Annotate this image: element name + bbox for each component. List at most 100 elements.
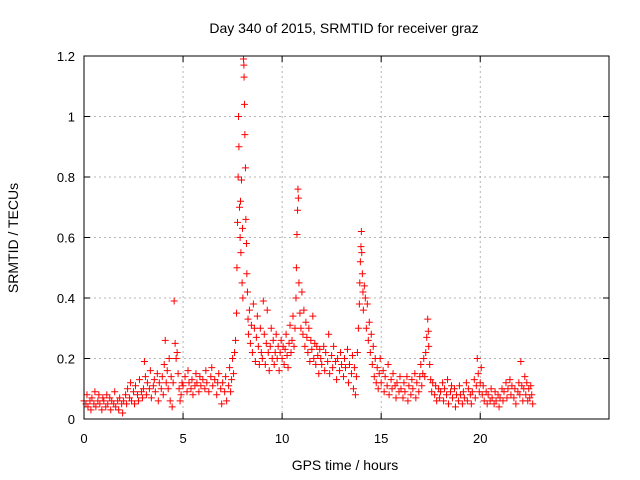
data-point	[280, 361, 288, 369]
data-point	[468, 388, 476, 396]
data-point	[426, 361, 434, 369]
data-point	[358, 270, 366, 278]
data-point	[211, 376, 219, 384]
data-point	[472, 382, 480, 390]
data-point	[396, 373, 404, 381]
data-point	[135, 376, 143, 384]
y-tick-label: 0.6	[57, 231, 75, 246]
data-point	[477, 364, 485, 372]
y-axis-title: SRMTID / TECUs	[5, 183, 21, 293]
data-point	[173, 348, 181, 356]
data-point	[112, 403, 120, 411]
data-point	[447, 388, 455, 396]
data-point	[294, 185, 302, 193]
data-point	[385, 391, 393, 399]
data-point	[119, 409, 127, 417]
data-point	[260, 330, 268, 338]
data-point	[169, 379, 177, 387]
data-point	[431, 391, 439, 399]
data-point	[393, 379, 401, 387]
data-point	[301, 342, 309, 350]
data-point	[441, 385, 449, 393]
data-point	[424, 315, 432, 323]
data-point	[304, 348, 312, 356]
data-point	[258, 355, 266, 362]
data-point	[175, 385, 183, 393]
data-point	[238, 176, 245, 184]
data-point	[336, 367, 344, 375]
data-point	[483, 400, 491, 408]
data-point	[188, 376, 196, 384]
data-point	[495, 403, 503, 411]
data-point	[246, 339, 254, 347]
data-points	[80, 55, 537, 417]
data-point	[443, 391, 451, 399]
y-tick-label: 1.2	[57, 49, 75, 64]
data-point	[253, 312, 261, 320]
data-point	[479, 382, 487, 390]
data-point	[439, 379, 447, 387]
data-point	[342, 364, 350, 372]
data-point	[359, 306, 367, 314]
data-point	[228, 376, 236, 384]
data-point	[150, 376, 158, 384]
data-point	[236, 203, 244, 211]
data-point	[315, 370, 323, 378]
data-point	[162, 379, 170, 387]
data-point	[292, 264, 300, 272]
data-point	[195, 388, 203, 396]
data-point	[181, 373, 189, 381]
data-point	[166, 397, 174, 405]
data-point	[236, 234, 244, 241]
data-point	[167, 373, 175, 381]
data-point	[134, 397, 142, 405]
data-point	[99, 394, 107, 402]
data-point	[492, 397, 500, 405]
data-point	[250, 324, 258, 332]
data-point	[160, 361, 168, 369]
x-tick-label: 10	[275, 431, 289, 446]
data-point	[499, 397, 507, 405]
data-point	[244, 330, 252, 338]
data-point	[235, 143, 243, 151]
data-point	[270, 361, 278, 369]
data-point	[432, 382, 440, 390]
data-point	[282, 330, 290, 338]
data-point	[318, 361, 326, 369]
data-point	[523, 379, 531, 387]
data-point	[322, 348, 330, 356]
data-point	[245, 306, 253, 314]
x-axis-title: GPS time / hours	[292, 457, 399, 473]
data-point	[293, 230, 301, 238]
data-point	[241, 164, 249, 172]
data-point	[475, 388, 483, 396]
data-point	[354, 324, 362, 332]
data-point	[240, 100, 248, 108]
data-point	[174, 370, 182, 378]
data-point	[140, 358, 148, 366]
data-point	[290, 342, 298, 350]
data-point	[343, 345, 351, 353]
data-point	[98, 406, 106, 414]
data-point	[397, 385, 405, 393]
data-point	[215, 370, 223, 378]
data-point	[420, 355, 428, 362]
data-point	[284, 364, 292, 372]
axis-ticks: 0 0.2 0.4 0.6 0.8 1 1.2 0 5 10 15 20	[57, 49, 609, 446]
data-point	[451, 403, 459, 411]
data-point	[239, 55, 247, 63]
data-point	[231, 348, 239, 356]
data-point	[308, 345, 316, 353]
data-point	[345, 361, 353, 369]
data-point	[344, 379, 352, 387]
data-point	[227, 388, 235, 396]
data-point	[364, 336, 372, 344]
data-point	[313, 342, 321, 350]
data-point	[254, 342, 262, 350]
data-point	[412, 394, 420, 402]
data-point	[300, 306, 308, 314]
data-point	[362, 324, 370, 332]
data-point	[154, 397, 162, 405]
data-point	[306, 358, 314, 366]
data-point	[251, 358, 259, 366]
